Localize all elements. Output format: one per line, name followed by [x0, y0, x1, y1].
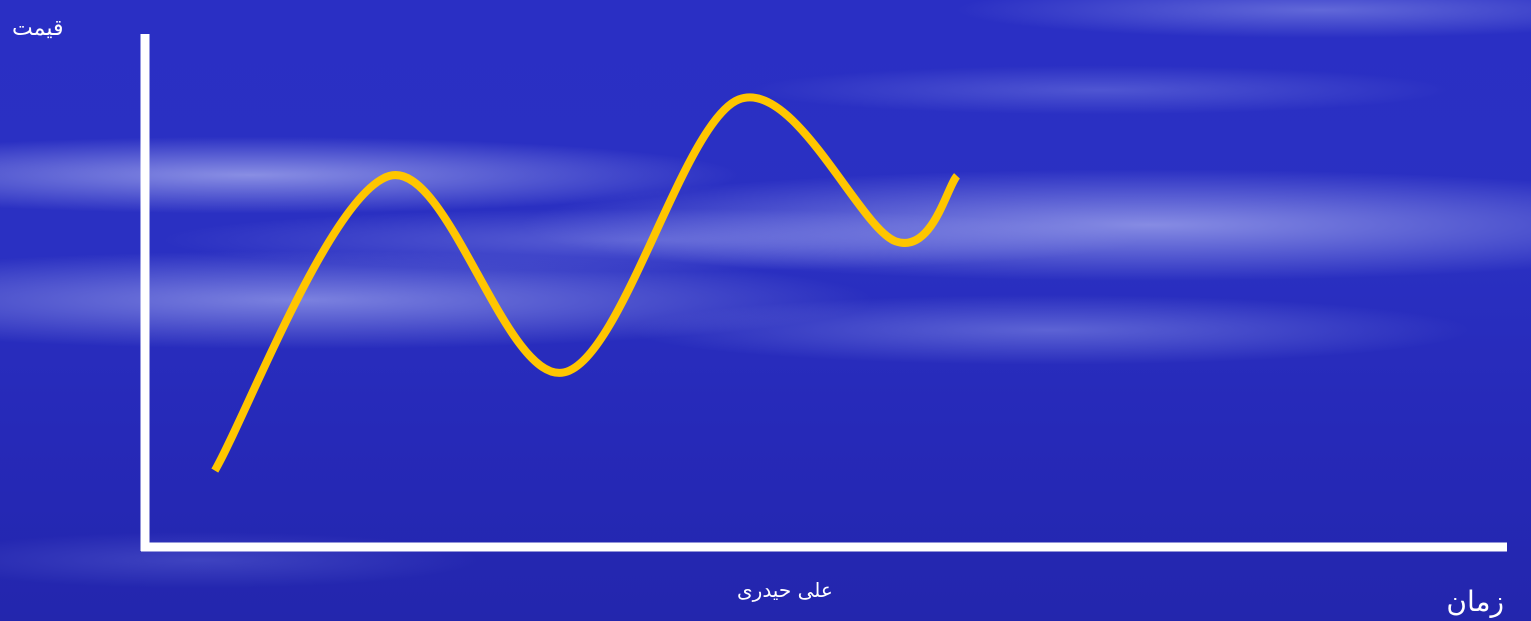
series-line-0	[211, 93, 961, 473]
author-caption: على حيدری	[737, 578, 833, 602]
y-axis-label: قيمت	[12, 16, 64, 41]
x-axis-label: زمان	[1446, 585, 1504, 618]
series-layer	[211, 93, 961, 473]
